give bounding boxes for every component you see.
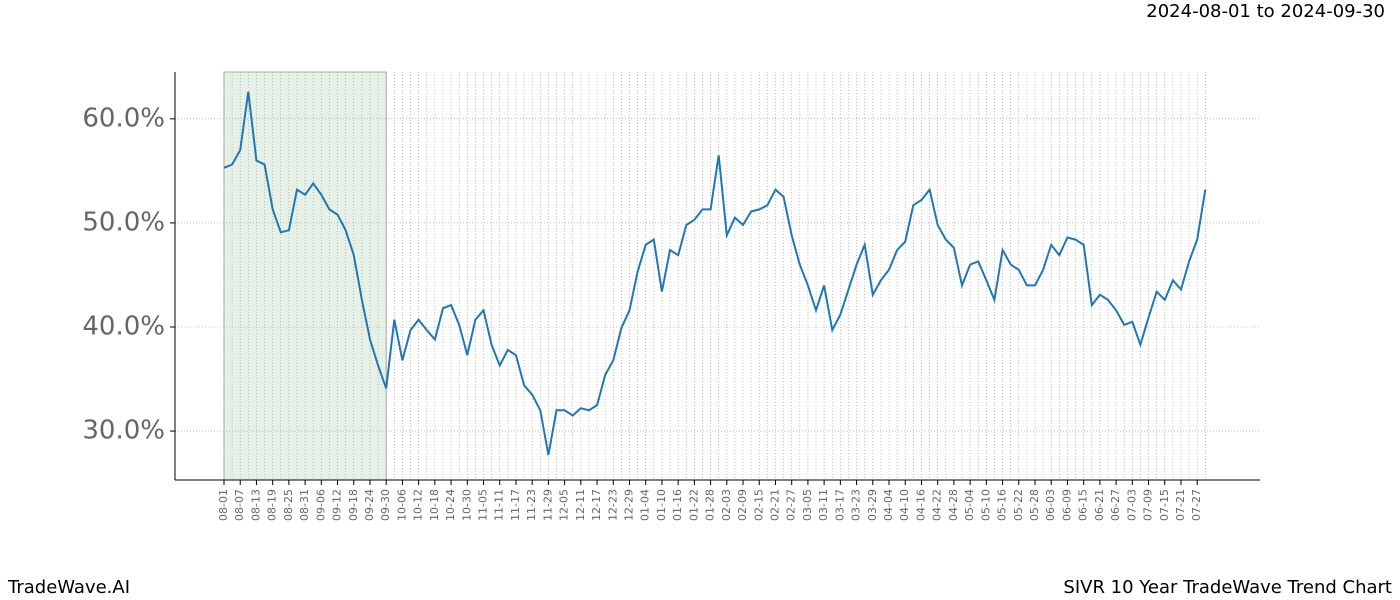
x-tick-label: 08-25 (282, 489, 295, 521)
x-tick-label: 12-23 (606, 489, 619, 521)
x-tick-label: 09-30 (379, 489, 392, 521)
x-tick-label: 12-11 (574, 489, 587, 521)
x-tick-label: 03-29 (866, 489, 879, 521)
x-tick-label: 11-11 (493, 489, 506, 521)
x-tick-label: 05-28 (1028, 489, 1041, 521)
y-tick-label: 30.0% (82, 416, 165, 446)
x-tick-label: 11-17 (509, 489, 522, 521)
x-tick-label: 09-24 (363, 489, 376, 521)
x-tick-label: 09-12 (331, 489, 344, 521)
x-tick-label: 11-05 (477, 489, 490, 521)
chart-title: SIVR 10 Year TradeWave Trend Chart (1063, 577, 1392, 598)
x-tick-label: 08-31 (298, 489, 311, 521)
x-tick-label: 02-21 (768, 489, 781, 521)
x-tick-label: 06-03 (1044, 489, 1057, 521)
x-tick-label: 08-01 (217, 489, 230, 521)
x-tick-label: 07-15 (1158, 489, 1171, 521)
x-tick-label: 03-23 (850, 489, 863, 521)
x-tick-label: 07-09 (1142, 489, 1155, 521)
x-tick-label: 11-23 (525, 489, 538, 521)
x-tick-label: 03-05 (801, 489, 814, 521)
x-tick-label: 04-28 (947, 489, 960, 521)
x-tick-label: 07-03 (1125, 489, 1138, 521)
trend-line (223, 91, 1207, 456)
x-tick-label: 04-10 (898, 489, 911, 521)
x-tick-label: 10-12 (412, 489, 425, 521)
x-tick-label: 08-07 (233, 489, 246, 521)
x-tick-label: 03-17 (833, 489, 846, 521)
x-tick-label: 10-30 (460, 489, 473, 521)
x-tick-label: 02-27 (785, 489, 798, 521)
x-tick-label: 12-17 (590, 489, 603, 521)
x-tick-label: 11-29 (541, 489, 554, 521)
x-tick-label: 10-24 (444, 489, 457, 521)
x-tick-label: 05-10 (979, 489, 992, 521)
x-tick-label: 01-16 (671, 489, 684, 521)
x-tick-label: 09-18 (347, 489, 360, 521)
x-tick-label: 08-19 (266, 489, 279, 521)
x-tick-label: 04-22 (931, 489, 944, 521)
x-tick-label: 04-04 (882, 489, 895, 521)
x-tick-label: 06-09 (1060, 489, 1073, 521)
x-tick-label: 06-21 (1093, 489, 1106, 521)
x-tick-label: 10-06 (395, 489, 408, 521)
x-tick-label: 04-16 (914, 489, 927, 521)
y-tick-label: 50.0% (82, 207, 165, 237)
x-tick-label: 03-11 (817, 489, 830, 521)
x-tick-label: 12-05 (558, 489, 571, 521)
x-tick-label: 01-04 (639, 489, 652, 521)
x-tick-label: 01-10 (655, 489, 668, 521)
date-range: 2024-08-01 to 2024-09-30 (1146, 1, 1385, 22)
x-tick-label: 05-04 (963, 489, 976, 521)
x-tick-label: 10-18 (428, 489, 441, 521)
x-tick-label: 09-06 (314, 489, 327, 521)
x-tick-label: 01-28 (704, 489, 717, 521)
brand: TradeWave.AI (7, 577, 130, 598)
x-tick-label: 06-15 (1077, 489, 1090, 521)
x-tick-label: 02-09 (736, 489, 749, 521)
y-tick-label: 60.0% (82, 103, 165, 133)
x-tick-label: 07-27 (1190, 489, 1203, 521)
y-tick-label: 40.0% (82, 312, 165, 342)
x-tick-label: 01-22 (687, 489, 700, 521)
x-tick-label: 07-21 (1174, 489, 1187, 521)
x-tick-label: 08-13 (249, 489, 262, 521)
x-tick-label: 12-29 (623, 489, 636, 521)
x-tick-label: 02-15 (752, 489, 765, 521)
x-tick-label: 06-27 (1109, 489, 1122, 521)
x-tick-label: 05-16 (996, 489, 1009, 521)
x-tick-label: 02-03 (720, 489, 733, 521)
x-tick-label: 05-22 (1012, 489, 1025, 521)
